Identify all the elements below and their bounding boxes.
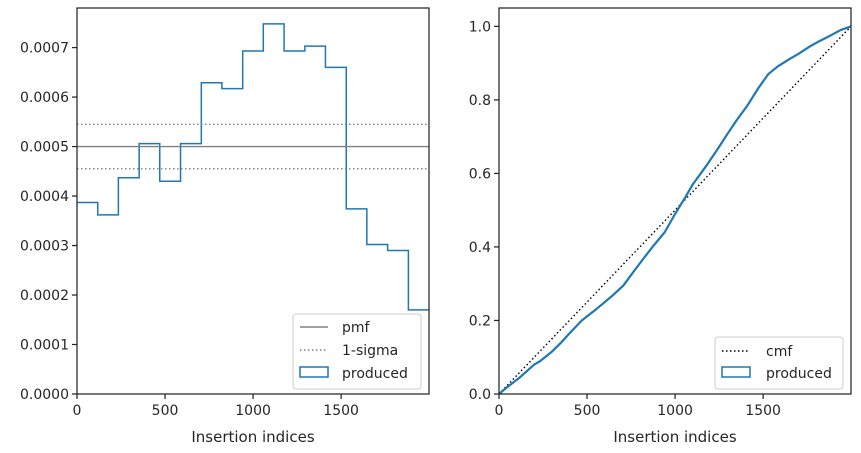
- x-tick-label: 500: [574, 403, 601, 419]
- y-tick-label: 0.2: [469, 313, 491, 329]
- produced-cumulative-series: [498, 25, 852, 395]
- x-tick-label: 500: [152, 403, 179, 419]
- right-chart: 0 500 1000 1500 0.0 0.2 0.4 0.6 0.8 1.0 Insertio…: [469, 7, 852, 446]
- legend-pmf-label: pmf: [342, 320, 371, 336]
- y-tick-label: 0.0005: [20, 140, 69, 156]
- cmf-line: [498, 25, 852, 395]
- legend-produced-label-right: produced: [766, 366, 832, 382]
- y-tick-label: 0.0004: [20, 189, 69, 205]
- x-tick-label: 1000: [657, 403, 693, 419]
- left-chart: 0 500 1000 1500 0.0000 0.0001 0.0002 0.0003 0.0…: [20, 7, 430, 446]
- x-tick-label: 0: [495, 403, 504, 419]
- y-tick-label: 0.0006: [20, 90, 69, 106]
- legend-1-sigma-label: 1-sigma: [342, 343, 398, 359]
- right-plot-frame: [498, 7, 852, 395]
- y-tick-label: 0.8: [469, 93, 491, 109]
- legend-produced-label: produced: [342, 366, 408, 382]
- right-legend-box: [714, 336, 844, 390]
- right-legend: cmf produced: [714, 336, 844, 390]
- y-tick-label: 0.0000: [20, 387, 69, 403]
- x-tick-label: 1000: [235, 403, 271, 419]
- x-tick-label: 1500: [323, 403, 359, 419]
- y-tick-label: 0.0: [469, 387, 491, 403]
- x-tick-label: 0: [73, 403, 82, 419]
- produced-histogram-series: [77, 23, 429, 311]
- y-tick-label: 1.0: [469, 19, 491, 35]
- y-tick-label: 0.4: [469, 240, 491, 256]
- legend-produced-swatch-right: [721, 366, 751, 378]
- left-legend-box: [292, 313, 422, 390]
- y-tick-label: 0.6: [469, 166, 491, 182]
- left-x-axis-label: Insertion indices: [191, 428, 314, 446]
- left-legend: pmf 1-sigma produced: [292, 313, 422, 390]
- y-tick-label: 0.0003: [20, 239, 69, 255]
- y-tick-label: 0.0007: [20, 41, 69, 57]
- legend-produced-swatch: [299, 366, 329, 378]
- legend-cmf-label: cmf: [766, 344, 793, 360]
- right-x-axis-label: Insertion indices: [613, 428, 736, 446]
- y-tick-label: 0.0002: [20, 288, 69, 304]
- y-tick-label: 0.0001: [20, 338, 69, 354]
- x-tick-label: 1500: [745, 403, 781, 419]
